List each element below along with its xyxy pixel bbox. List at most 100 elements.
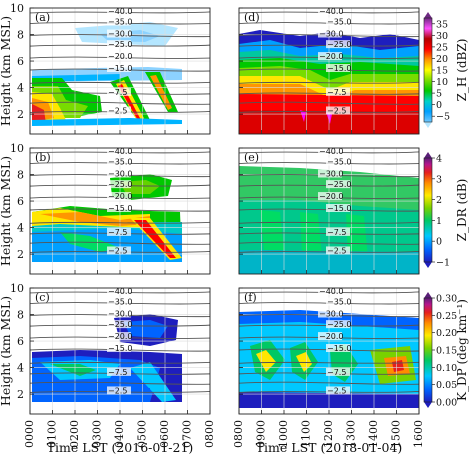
isotherm-label-bg [107, 29, 131, 38]
y-tick-label: 4 [17, 222, 24, 235]
colorbar-extend-top [424, 152, 432, 158]
x-tick-label: 1000 [277, 420, 290, 448]
colorbar-zdr: 4 3 2 1 0 −1 Z_DR (dB) [423, 152, 469, 269]
panel-overlay-d: −40.0 −35.0 −30.0−25.0 −20.0 −15.0 −7.5 −2.5 (d… [238, 6, 420, 135]
isotherm-label-bg [318, 332, 342, 341]
isotherm-label-bg [318, 309, 342, 318]
isotherm-label-bg [107, 17, 131, 26]
isotherm-label: −25.0 [327, 180, 352, 189]
isotherm-label-bg [318, 52, 342, 61]
isotherm-label-bg [107, 52, 131, 61]
panel-label: (a) [35, 11, 50, 24]
isotherm-label: −20.0 [319, 332, 344, 341]
isotherm-label-bg [326, 204, 350, 213]
y-tick-label: 4 [17, 82, 24, 95]
isotherm-line [29, 221, 211, 224]
colorbar-tick-label: 0.30 [436, 294, 457, 305]
isotherm-label-bg [107, 180, 131, 189]
isotherm-label: −15.0 [108, 204, 133, 213]
isotherm-label: −30.0 [319, 170, 344, 179]
isotherm-label: −7.5 [327, 228, 346, 237]
y-axis-label: Height (km MSL) [0, 16, 13, 126]
isotherm-line [29, 361, 211, 364]
isotherm-label-bg [107, 367, 131, 376]
x-tick-label: 0100 [46, 420, 59, 448]
colorbar-tick-label: 30 [436, 31, 448, 42]
colorbar-tick-label: 1 [436, 216, 442, 227]
panel-overlay-b: −40.0 −35.0 −30.0−25.0 −20.0 −15.0 −7.5 −2.5 (b… [0, 142, 211, 275]
colorbar-tick-label: 3 [436, 174, 442, 185]
isotherm-label-bg [326, 344, 350, 353]
isotherm-label: −35.0 [327, 158, 352, 167]
x-tick-label: 0700 [181, 420, 194, 448]
colorbar-tick-label: 0.20 [436, 328, 457, 339]
isotherm-line [238, 361, 420, 364]
isotherm-label: −30.0 [108, 30, 133, 39]
isotherm-label: −25.0 [108, 320, 133, 329]
colorbar-tick-label: 5 [436, 89, 442, 100]
colorbar-tick-label: −1 [436, 258, 450, 269]
isotherm-label-bg [107, 64, 131, 73]
isotherm-line [238, 81, 420, 84]
y-tick-label: 2 [17, 388, 24, 401]
isotherm-line [238, 221, 420, 224]
isotherm-label: −40.0 [319, 7, 344, 16]
y-tick-label: 8 [17, 29, 24, 42]
isotherm-label-bg [107, 227, 131, 236]
isotherm-label-bg [107, 297, 131, 306]
y-tick-label: 10 [10, 2, 24, 15]
colorbar-bar [423, 157, 433, 263]
colorbar-tick-label: 0.00 [436, 398, 457, 409]
isotherm-label-bg [326, 386, 350, 395]
isotherm-label: −7.5 [327, 368, 346, 377]
colorbar-tick-label: 2 [436, 195, 442, 206]
isotherm-line [238, 381, 420, 385]
isotherm-label: −35.0 [327, 298, 352, 307]
isotherm-label-bg [326, 40, 350, 49]
panel-overlay-c: −40.0 −35.0 −30.0−25.0 −20.0 −15.0 −7.5 −2.5 (c… [0, 282, 216, 448]
x-tick-label: 1400 [367, 420, 380, 448]
isotherm-label: −2.5 [327, 246, 346, 255]
isotherm-label: −35.0 [327, 18, 352, 27]
isotherm-label: −15.0 [327, 344, 352, 353]
isotherm-line [238, 241, 420, 245]
panel-overlay-e: −40.0 −35.0 −30.0−25.0 −20.0 −15.0 −7.5 −2.5 (e… [238, 146, 420, 275]
x-tick-label: 1300 [345, 420, 358, 448]
isotherm-label-bg [326, 320, 350, 329]
colorbar-tick-label: 4 [436, 154, 442, 165]
panel-overlay-f: −40.0 −35.0 −30.0−25.0 −20.0 −15.0 −7.5 −2.5 (f… [232, 286, 425, 448]
x-tick-label: 0500 [136, 420, 149, 448]
x-tick-label: 1600 [412, 420, 425, 448]
x-tick-label: 0200 [68, 420, 81, 448]
isotherm-label: −20.0 [319, 52, 344, 61]
isotherm-label-bg [107, 169, 131, 178]
isotherm-label-bg [326, 17, 350, 26]
x-tick-label: 1100 [300, 420, 313, 448]
isotherm-label-bg [326, 157, 350, 166]
isotherm-label-bg [326, 64, 350, 73]
x-tick-label: 0600 [158, 420, 171, 448]
isotherm-label-bg [326, 297, 350, 306]
isotherm-label: −7.5 [108, 228, 127, 237]
isotherm-label: −40.0 [319, 147, 344, 156]
panel-overlay-a: −40.0 −35.0 −30.0−25.0 −20.0 −15.0 −7.5 −2.5 (a… [0, 2, 211, 135]
isotherm-label: −15.0 [327, 64, 352, 73]
isotherm-label: −20.0 [319, 192, 344, 201]
y-tick-label: 2 [17, 248, 24, 261]
isotherm-label-bg [107, 246, 131, 255]
isotherm-label: −20.0 [108, 332, 133, 341]
colorbar-extend-top [424, 292, 432, 298]
x-tick-label: 0300 [91, 420, 104, 448]
colorbar-bar [423, 17, 433, 123]
colorbar-tick-label: 0.10 [436, 363, 457, 374]
isotherm-label-bg [326, 87, 350, 96]
colorbar-tick-label: 10 [436, 77, 448, 88]
isotherm-label-bg [107, 6, 131, 15]
isotherm-label: −25.0 [327, 40, 352, 49]
y-tick-label: 6 [17, 335, 24, 348]
x-tick-label: 0400 [113, 420, 126, 448]
isotherm-label: −40.0 [108, 7, 133, 16]
isotherm-label: −30.0 [319, 310, 344, 319]
isotherm-label: −25.0 [327, 320, 352, 329]
